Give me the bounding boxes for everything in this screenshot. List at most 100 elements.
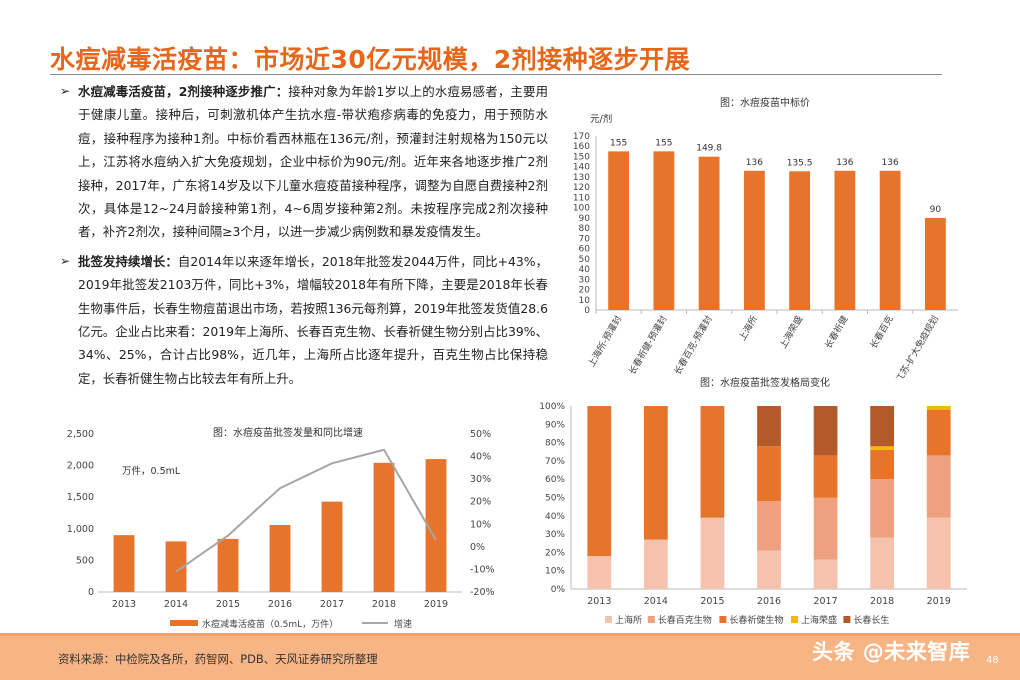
stacked-bar-segment xyxy=(757,501,781,551)
y2-tick-label: 40% xyxy=(470,452,491,463)
y-tick-label: 20 xyxy=(579,286,591,296)
growth-line xyxy=(175,448,437,573)
y-tick-label: 50 xyxy=(579,255,591,265)
data-label: 90 xyxy=(930,205,942,215)
x-tick-label: 长春祈健 xyxy=(822,314,850,351)
legend-label: 上海所 xyxy=(615,614,642,626)
legend-label: 增速 xyxy=(394,618,412,630)
chart-batch-release: 图：水痘疫苗批签发量和同比增速 万件，0.5mL 0 500 1,000 1,500 2,0… xyxy=(58,420,518,632)
data-label: 155 xyxy=(610,138,627,148)
y-tick-label: 0 xyxy=(584,306,590,316)
x-tick-label: 2017 xyxy=(813,596,837,607)
stacked-bar-segment xyxy=(870,479,895,538)
bar xyxy=(269,525,291,592)
stacked-bar-segment xyxy=(757,550,781,589)
stacked-bar-segment xyxy=(587,406,612,557)
y-tick-label: 60% xyxy=(545,475,565,485)
y-tick-label: 80% xyxy=(545,439,565,449)
data-label: 136 xyxy=(836,158,853,168)
stacked-bar-segment xyxy=(870,446,895,450)
y-tick-label: 140 xyxy=(573,163,590,173)
stacked-bar-segment xyxy=(757,446,781,502)
y-tick-label: 500 xyxy=(76,555,94,566)
source-note: 资料来源：中检院及各所，药智网、PDB、天风证券研究所整理 xyxy=(58,652,378,666)
stacked-bar-segment xyxy=(870,406,895,447)
arrow-bullet-icon: ➢ xyxy=(60,253,71,268)
y-tick-label: 0 xyxy=(88,587,94,598)
stacked-bar-segment xyxy=(870,537,895,589)
stacked-bar-segment xyxy=(700,517,725,589)
y-tick-label: 150 xyxy=(573,152,590,162)
para1-lead: 水痘减毒活疫苗，2剂接种逐步推广： xyxy=(78,84,289,99)
data-label: 155 xyxy=(655,138,672,148)
stacked-bar-segment xyxy=(813,497,838,560)
y2-tick-label: 20% xyxy=(470,497,491,508)
data-label: 136 xyxy=(746,158,763,168)
stacked-bar-segment xyxy=(926,517,951,589)
x-tick-label: 2015 xyxy=(216,599,240,610)
y-tick-label: 100% xyxy=(539,402,565,412)
bar xyxy=(608,151,630,310)
y-tick-label: 120 xyxy=(573,183,590,193)
bar xyxy=(924,217,946,310)
x-tick-label: 2016 xyxy=(757,596,781,607)
legend-swatch xyxy=(605,616,612,623)
y-tick-label: 10% xyxy=(545,567,565,577)
x-tick-label: 2018 xyxy=(372,599,396,610)
unit-note: 万件，0.5mL xyxy=(122,465,181,477)
legend-label: 水痘减毒活疫苗（0.5mL，万件） xyxy=(202,618,338,630)
legend-swatch xyxy=(791,616,798,623)
legend-label: 长春长生 xyxy=(853,614,889,626)
page-title: 水痘减毒活疫苗：市场近30亿元规模，2剂接种逐步开展 xyxy=(50,45,691,74)
bar xyxy=(373,462,395,592)
legend-label: 长春百克生物 xyxy=(658,614,712,626)
y-tick-label: 80 xyxy=(579,224,591,234)
y-tick-label: 30% xyxy=(545,530,565,540)
legend-swatch xyxy=(719,616,727,623)
body-text: ➢ 水痘减毒活疫苗，2剂接种逐步推广：接种对象为年龄1岁以上的水痘易感者，主要用… xyxy=(60,80,548,396)
arrow-bullet-icon: ➢ xyxy=(60,84,71,98)
stacked-bar-segment xyxy=(926,406,951,410)
y2-tick-label: 30% xyxy=(470,474,491,485)
x-tick-label: 2017 xyxy=(320,599,344,610)
y-tick-label: 40% xyxy=(545,512,565,522)
x-tick-label: 2018 xyxy=(870,596,894,607)
paragraph-batch-release: ➢ 批签发持续增长：自2014年以来逐年增长，2018年批签发2044万件，同比… xyxy=(60,250,548,390)
bar xyxy=(321,501,343,592)
x-tick-label: 长春百克-预灌封 xyxy=(671,314,715,377)
chart-bid-price: 图：水痘疫苗中标价 元/剂 0 10 20 30 40 50 60 70 80 90 100 110 120… xyxy=(560,88,980,378)
bar xyxy=(653,151,675,310)
y-tick-label: 1,000 xyxy=(67,524,94,535)
page-number: 48 xyxy=(986,655,999,666)
bar xyxy=(834,170,856,310)
chart-title: 图：水痘疫苗批签发格局变化 xyxy=(700,376,830,389)
legend-label: 长春祈健生物 xyxy=(729,614,783,626)
paragraph-vaccine-overview: ➢ 水痘减毒活疫苗，2剂接种逐步推广：接种对象为年龄1岁以上的水痘易感者，主要用… xyxy=(60,80,548,244)
chart-title: 图：水痘疫苗批签发量和同比增速 xyxy=(213,426,363,439)
bar xyxy=(425,459,447,592)
y-tick-label: 20% xyxy=(545,548,565,558)
y-tick-label: 50% xyxy=(545,494,565,504)
x-tick-label: 2016 xyxy=(268,599,292,610)
legend-swatch xyxy=(843,616,851,623)
x-tick-label: 江苏-扩大免疫规划 xyxy=(893,314,941,379)
bar xyxy=(789,171,811,310)
data-label: 135.5 xyxy=(787,158,813,168)
stacked-bar-segment xyxy=(813,406,838,456)
y2-tick-label: -20% xyxy=(470,587,495,598)
y-tick-label: 10 xyxy=(579,296,591,306)
bar xyxy=(165,541,187,592)
x-tick-label: 2013 xyxy=(112,599,136,610)
y-tick-label: 2,000 xyxy=(67,461,94,472)
stacked-bar-segment xyxy=(643,539,668,589)
chart-title: 图：水痘疫苗中标价 xyxy=(720,96,810,109)
legend-swatch xyxy=(647,616,655,623)
x-tick-label: 2013 xyxy=(587,596,611,607)
y-tick-label: 110 xyxy=(573,193,590,203)
stacked-bar-segment xyxy=(926,455,951,518)
legend-swatch xyxy=(170,620,198,626)
bar xyxy=(217,538,239,592)
para2-text: 自2014年以来逐年增长，2018年批签发2044万件，同比+43%，2019年… xyxy=(78,253,548,386)
x-tick-label: 长春祈健-预灌封 xyxy=(626,314,670,377)
x-tick-label: 2014 xyxy=(164,599,188,610)
